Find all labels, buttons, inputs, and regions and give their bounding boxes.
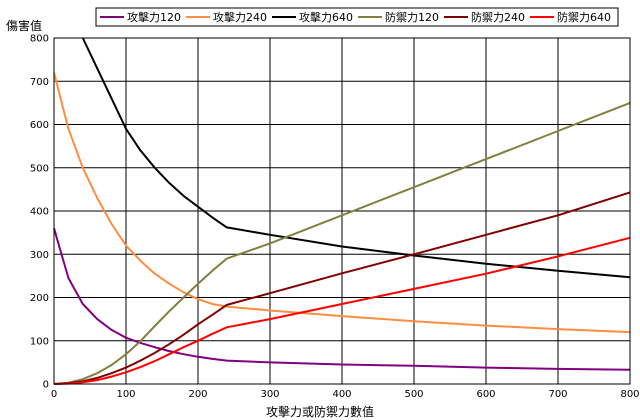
y-axis-ticks: 0 100 200 300 400 500 600 700 800 xyxy=(30,34,49,391)
x-tick-label: 0 xyxy=(51,389,57,400)
plot-frame xyxy=(53,37,631,385)
x-tick-label: 300 xyxy=(260,389,279,400)
legend-label: 攻擊力240 xyxy=(213,10,267,24)
legend-box xyxy=(95,7,619,27)
y-tick-label: 600 xyxy=(30,120,49,131)
x-tick-label: 400 xyxy=(332,389,351,400)
x-tick-label: 600 xyxy=(476,389,495,400)
series-layer xyxy=(53,37,631,385)
legend: 攻擊力120 攻擊力240 攻擊力640 防禦力120 防禦力240 防禦力640 xyxy=(95,7,619,27)
legend-label: 防禦力640 xyxy=(557,10,611,24)
x-tick-label: 200 xyxy=(188,389,207,400)
y-tick-label: 800 xyxy=(30,34,49,45)
y-tick-label: 400 xyxy=(30,207,49,218)
series-line-2 xyxy=(53,72,631,334)
x-tick-label: 700 xyxy=(548,389,567,400)
y-tick-label: 100 xyxy=(30,336,49,347)
y-tick-label: 700 xyxy=(30,77,49,88)
x-tick-label: 800 xyxy=(620,389,639,400)
legend-label: 防禦力240 xyxy=(471,10,525,24)
y-tick-label: 200 xyxy=(30,293,49,304)
x-tick-label: 500 xyxy=(404,389,423,400)
x-axis-ticks: 0 100 200 300 400 500 600 700 800 xyxy=(51,389,640,400)
legend-label: 攻擊力640 xyxy=(299,10,353,24)
series-line-4 xyxy=(53,101,631,385)
series-line-3 xyxy=(81,37,631,279)
x-tick-label: 100 xyxy=(116,389,135,400)
y-axis-title: 傷害值 xyxy=(6,18,42,33)
series-line-1 xyxy=(53,228,631,371)
legend-label: 攻擊力120 xyxy=(127,10,181,24)
legend-label: 防禦力120 xyxy=(385,10,439,24)
y-tick-label: 500 xyxy=(30,163,49,174)
y-tick-label: 0 xyxy=(43,380,49,391)
series-line-6 xyxy=(53,236,631,385)
y-tick-label: 300 xyxy=(30,250,49,261)
series-line-5 xyxy=(53,191,631,385)
x-axis-title: 攻擊力或防禦力數值 xyxy=(266,404,374,419)
